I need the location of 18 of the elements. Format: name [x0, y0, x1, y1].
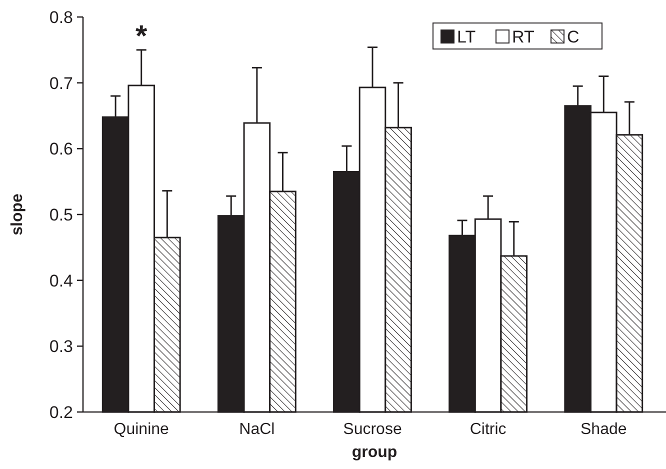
y-tick-label: 0.5 [49, 205, 73, 224]
legend-label: RT [512, 28, 534, 46]
legend-label: LT [457, 28, 476, 46]
x-tick-label: Citric [470, 421, 506, 438]
legend-label: C [567, 28, 580, 46]
x-tick-label: Shade [580, 421, 627, 438]
y-tick-label: 0.7 [49, 74, 73, 93]
y-tick-label: 0.2 [49, 402, 73, 422]
x-tick-label: NaCl [239, 421, 275, 438]
y-tick-label: 0.4 [49, 271, 73, 290]
y-tick-label: 0.3 [49, 337, 73, 356]
y-tick-label: 0.6 [49, 140, 73, 159]
x-tick-label: Sucrose [343, 421, 402, 438]
annotation: * [136, 20, 148, 53]
x-tick-label: Quinine [114, 421, 170, 438]
y-axis-title: slope [9, 194, 26, 236]
x-axis-title: group [352, 444, 398, 461]
y-tick-label: 0.8 [49, 8, 73, 27]
